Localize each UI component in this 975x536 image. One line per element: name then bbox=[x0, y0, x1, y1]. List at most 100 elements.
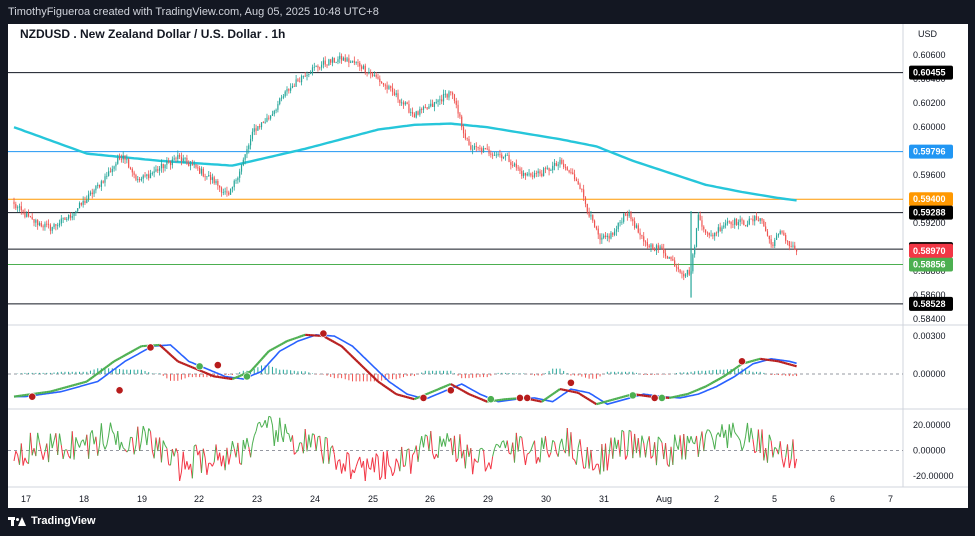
wavetrend-line bbox=[331, 340, 335, 344]
candle-body bbox=[526, 173, 528, 176]
candle-body bbox=[746, 224, 749, 227]
candle-body bbox=[433, 102, 436, 107]
momentum-line bbox=[370, 457, 374, 470]
chart-panel[interactable]: 0.606000.604000.602000.600000.598000.596… bbox=[8, 24, 968, 508]
candle-body bbox=[453, 94, 456, 101]
candle-body bbox=[111, 168, 113, 173]
momentum-line bbox=[548, 452, 552, 458]
momentum-line bbox=[231, 441, 235, 449]
momentum-line bbox=[375, 453, 379, 457]
candle-body bbox=[15, 204, 17, 209]
wavetrend-line bbox=[251, 366, 256, 371]
candle-body bbox=[47, 223, 50, 225]
candle-body bbox=[553, 162, 556, 166]
momentum-line bbox=[512, 442, 515, 463]
candle-body bbox=[550, 170, 552, 171]
momentum-line bbox=[594, 464, 597, 469]
candle-body bbox=[477, 147, 479, 148]
candle-body bbox=[191, 164, 193, 166]
wavetrend-line bbox=[109, 361, 113, 365]
momentum-line bbox=[490, 456, 494, 470]
candle-body bbox=[109, 171, 112, 173]
candle-body bbox=[612, 232, 614, 235]
wavetrend-line bbox=[193, 367, 197, 370]
wavetrend-pane bbox=[8, 329, 903, 406]
wavetrend-line bbox=[64, 385, 68, 389]
candle-body bbox=[541, 173, 543, 177]
momentum-line bbox=[250, 443, 253, 458]
momentum-line bbox=[788, 458, 792, 469]
wavetrend-line bbox=[542, 398, 547, 402]
momentum-line bbox=[541, 437, 545, 449]
candle-body bbox=[346, 58, 348, 62]
wavetrend-line bbox=[544, 397, 548, 401]
momentum-line bbox=[273, 430, 277, 446]
candle-body bbox=[657, 245, 659, 250]
chart-canvas[interactable]: 0.606000.604000.602000.600000.598000.596… bbox=[8, 24, 968, 508]
candle-body bbox=[730, 221, 732, 225]
candle-body bbox=[248, 145, 250, 150]
candle-body bbox=[726, 221, 729, 224]
momentum-line bbox=[133, 444, 137, 455]
momentum-line bbox=[37, 432, 40, 443]
candle-body bbox=[189, 164, 192, 166]
candle-body bbox=[772, 244, 774, 246]
candle-body bbox=[120, 158, 122, 160]
momentum-line bbox=[561, 438, 565, 450]
cross-dot bbox=[243, 372, 251, 381]
wavetrend-line bbox=[97, 371, 101, 375]
candle-body bbox=[113, 166, 115, 169]
momentum-line bbox=[199, 450, 202, 473]
momentum-line bbox=[137, 426, 141, 451]
momentum-line bbox=[382, 451, 386, 480]
wavetrend-line bbox=[790, 363, 794, 367]
candle-body bbox=[493, 154, 496, 156]
momentum-line bbox=[128, 437, 131, 450]
momentum-line bbox=[621, 429, 625, 432]
time-axis[interactable]: 17 18 19 22 23 24 25 26 29 30 31 Aug 2 5 6 7 bbox=[21, 494, 893, 504]
momentum-line bbox=[639, 435, 643, 458]
wavetrend-line bbox=[415, 396, 419, 400]
wavetrend-line bbox=[373, 377, 377, 381]
candle-body bbox=[118, 157, 121, 159]
tradingview-logo[interactable]: TradingView bbox=[8, 515, 96, 527]
candle-body bbox=[151, 172, 153, 174]
momentum-line bbox=[100, 423, 104, 445]
momentum-line bbox=[707, 429, 710, 431]
currency-label[interactable]: USD bbox=[918, 29, 938, 39]
momentum-line bbox=[730, 422, 734, 438]
candle-body bbox=[40, 223, 42, 227]
candle-body bbox=[240, 165, 243, 172]
wavetrend-line bbox=[737, 364, 741, 368]
wavetrend-line bbox=[235, 375, 239, 379]
momentum-line bbox=[166, 448, 170, 465]
wavetrend-line bbox=[55, 388, 58, 392]
candle-body bbox=[373, 74, 375, 76]
candle-body bbox=[29, 216, 31, 217]
momentum-line bbox=[42, 451, 46, 460]
candle-body bbox=[279, 98, 281, 105]
candle-body bbox=[64, 217, 66, 220]
momentum-line bbox=[46, 443, 50, 463]
candle-body bbox=[468, 139, 470, 146]
horizontal-levels[interactable] bbox=[8, 72, 903, 305]
momentum-line bbox=[721, 424, 725, 438]
wavetrend-line bbox=[208, 373, 211, 376]
wavetrend-line bbox=[785, 362, 788, 365]
candle-body bbox=[390, 86, 392, 88]
candle-body bbox=[763, 220, 765, 227]
candle-body bbox=[719, 227, 721, 231]
time-tick-label: 25 bbox=[368, 494, 378, 504]
level-price-label: 0.58856 bbox=[913, 259, 946, 269]
momentum-line bbox=[659, 438, 663, 443]
candle-body bbox=[26, 213, 28, 217]
momentum-tick-label: -20.00000 bbox=[913, 471, 954, 481]
momentum-line bbox=[499, 442, 503, 448]
wavetrend-line bbox=[623, 395, 626, 398]
momentum-line bbox=[268, 415, 271, 418]
momentum-line bbox=[483, 450, 486, 472]
candle-body bbox=[783, 232, 785, 236]
candle-body bbox=[628, 212, 630, 217]
candle-body bbox=[197, 167, 199, 169]
candle-body bbox=[755, 216, 758, 221]
